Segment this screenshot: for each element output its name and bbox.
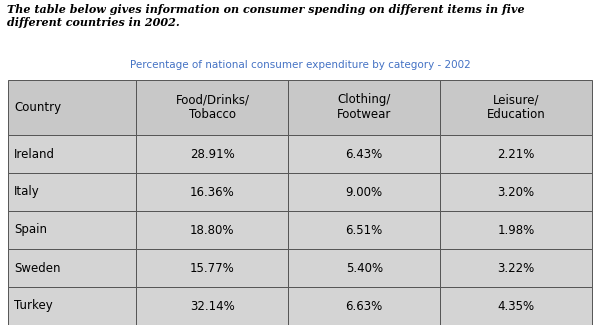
- Bar: [8, 211, 136, 249]
- Bar: [8, 173, 136, 211]
- Bar: [289, 173, 440, 211]
- Bar: [440, 173, 592, 211]
- Bar: [289, 249, 440, 287]
- Bar: [136, 287, 289, 325]
- Text: Turkey: Turkey: [14, 300, 53, 313]
- Bar: [8, 287, 136, 325]
- Text: Food/Drinks/
Tobacco: Food/Drinks/ Tobacco: [175, 94, 250, 122]
- Text: Sweden: Sweden: [14, 262, 61, 275]
- Text: 3.20%: 3.20%: [497, 186, 535, 199]
- Text: The table below gives information on consumer spending on different items in fiv: The table below gives information on con…: [7, 4, 524, 28]
- Bar: [8, 249, 136, 287]
- Text: Italy: Italy: [14, 186, 40, 199]
- Text: 6.43%: 6.43%: [346, 148, 383, 161]
- Text: 6.51%: 6.51%: [346, 224, 383, 237]
- Bar: [289, 287, 440, 325]
- Text: 1.98%: 1.98%: [497, 224, 535, 237]
- Bar: [136, 249, 289, 287]
- Text: Leisure/
Education: Leisure/ Education: [487, 94, 545, 122]
- Text: 4.35%: 4.35%: [497, 300, 535, 313]
- Text: Clothing/
Footwear: Clothing/ Footwear: [337, 94, 391, 122]
- Text: 28.91%: 28.91%: [190, 148, 235, 161]
- Text: Spain: Spain: [14, 224, 47, 237]
- Text: 3.22%: 3.22%: [497, 262, 535, 275]
- Text: 5.40%: 5.40%: [346, 262, 383, 275]
- Bar: [440, 287, 592, 325]
- Text: 32.14%: 32.14%: [190, 300, 235, 313]
- Text: 9.00%: 9.00%: [346, 186, 383, 199]
- Bar: [136, 173, 289, 211]
- Text: 2.21%: 2.21%: [497, 148, 535, 161]
- Text: 6.63%: 6.63%: [346, 300, 383, 313]
- Text: Percentage of national consumer expenditure by category - 2002: Percentage of national consumer expendit…: [130, 60, 470, 70]
- Bar: [440, 80, 592, 135]
- Bar: [136, 211, 289, 249]
- Bar: [8, 80, 136, 135]
- Bar: [289, 80, 440, 135]
- Bar: [136, 135, 289, 173]
- Bar: [440, 135, 592, 173]
- Text: 16.36%: 16.36%: [190, 186, 235, 199]
- Bar: [289, 211, 440, 249]
- Text: Ireland: Ireland: [14, 148, 55, 161]
- Bar: [289, 135, 440, 173]
- Bar: [8, 135, 136, 173]
- Text: 18.80%: 18.80%: [190, 224, 235, 237]
- Text: Country: Country: [14, 101, 61, 114]
- Bar: [136, 80, 289, 135]
- Bar: [440, 211, 592, 249]
- Text: 15.77%: 15.77%: [190, 262, 235, 275]
- Bar: [440, 249, 592, 287]
